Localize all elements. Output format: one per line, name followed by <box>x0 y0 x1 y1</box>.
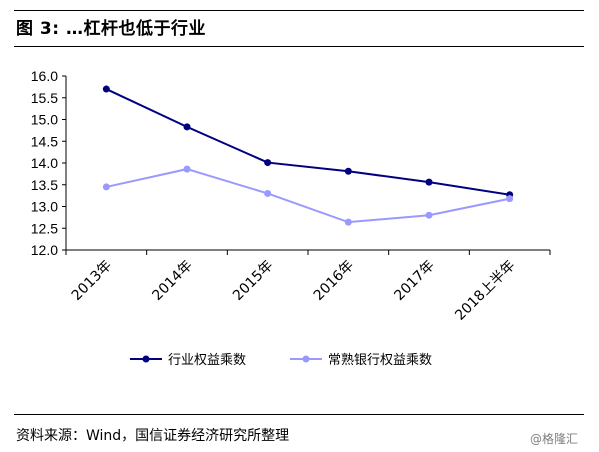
series-line-2 <box>106 168 510 224</box>
legend-label: 常熟银行权益乘数 <box>328 352 432 368</box>
watermark: @格隆汇 <box>530 432 579 446</box>
x-tick-label: 2016年 <box>311 258 357 304</box>
series-2-point <box>102 183 110 191</box>
series-1-point <box>425 178 433 186</box>
figure-title: 图 3: …杠杆也低于行业 <box>16 19 206 39</box>
series-2-point <box>344 218 352 226</box>
x-tick-label: 2018上半年 <box>452 258 518 324</box>
y-tick-label: 14.0 <box>31 155 58 171</box>
series-1-point <box>264 159 272 167</box>
y-tick-label: 16.0 <box>31 68 58 84</box>
bottom-rule <box>14 414 584 415</box>
x-tick-label: 2015年 <box>230 258 276 304</box>
y-tick-label: 13.0 <box>31 199 58 215</box>
y-tick-label: 13.5 <box>31 177 58 193</box>
x-axis-ticks: 2013年 2014年 2015年 2016年 2017年 2018上半年 <box>65 250 551 324</box>
top-rule <box>14 10 584 11</box>
series-1-point <box>344 167 352 175</box>
y-tick-label: 15.0 <box>31 112 58 128</box>
series-2-point <box>425 211 433 219</box>
y-axis-ticks: 16.0 15.5 15.0 14.5 14.0 13.5 13.0 12.5 12.0 <box>31 68 66 258</box>
series-1-point <box>102 85 110 93</box>
x-tick-label: 2013年 <box>69 258 115 304</box>
legend-swatch-marker <box>302 355 310 363</box>
series-1-point <box>183 123 191 131</box>
series-2-point <box>506 195 514 203</box>
y-tick-label: 12.0 <box>31 242 58 258</box>
source-note: 资料来源：Wind，国信证券经济研究所整理 <box>16 428 290 444</box>
series-line-1 <box>105 88 510 196</box>
title-rule <box>14 46 584 47</box>
chart-axes <box>65 76 550 251</box>
legend-label: 行业权益乘数 <box>168 352 246 368</box>
legend-swatch-marker <box>142 355 150 363</box>
line-chart: 16.0 15.5 15.0 14.5 14.0 13.5 13.0 12.5 12.0 201… <box>31 68 551 368</box>
chart-legend: 行业权益乘数 常熟银行权益乘数 <box>130 352 432 368</box>
x-tick-label: 2014年 <box>149 258 195 304</box>
series-2-point <box>264 189 272 197</box>
series-2-point <box>183 165 191 173</box>
y-tick-label: 12.5 <box>31 220 58 236</box>
y-tick-label: 15.5 <box>31 90 58 106</box>
chart-series <box>102 85 514 226</box>
x-tick-label: 2017年 <box>391 258 437 304</box>
y-tick-label: 14.5 <box>31 133 58 149</box>
